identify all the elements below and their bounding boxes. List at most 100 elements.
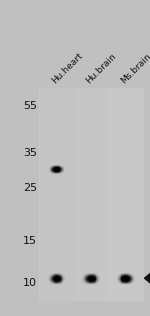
Bar (56, 275, 57, 276)
Bar (125, 281, 126, 282)
Bar (57, 281, 58, 282)
Bar (45, 172, 46, 173)
Bar (47, 165, 48, 166)
Bar (120, 278, 122, 279)
Bar (45, 282, 46, 283)
Bar (45, 168, 46, 169)
Bar (126, 281, 127, 282)
Bar (134, 275, 135, 276)
Bar (81, 273, 82, 274)
Bar (97, 277, 98, 278)
Bar (46, 276, 47, 277)
Bar (104, 278, 105, 279)
Bar (129, 273, 130, 274)
Bar (56, 280, 57, 281)
Bar (53, 167, 54, 168)
Bar (115, 276, 116, 277)
Bar (115, 275, 116, 276)
Bar (114, 273, 115, 274)
Bar (100, 278, 101, 279)
Bar (124, 278, 125, 279)
Bar (119, 275, 120, 276)
Bar (65, 274, 66, 275)
Bar (91, 277, 92, 278)
Bar (49, 277, 50, 278)
Bar (135, 274, 136, 275)
Bar (62, 281, 63, 282)
Bar (64, 166, 65, 167)
Bar (66, 166, 67, 167)
Bar (103, 273, 104, 274)
Bar (112, 279, 113, 280)
Bar (133, 282, 134, 283)
Bar (84, 277, 85, 278)
Bar (100, 279, 101, 280)
Bar (130, 280, 131, 281)
Bar (97, 278, 98, 279)
Text: 10: 10 (23, 278, 37, 288)
Bar (98, 282, 99, 283)
Bar (102, 277, 103, 278)
Bar (94, 279, 96, 280)
Bar (54, 273, 55, 274)
Bar (67, 273, 68, 274)
Bar (114, 276, 115, 277)
Bar (98, 279, 99, 280)
Bar (94, 278, 96, 279)
Bar (129, 282, 130, 283)
Bar (82, 281, 83, 282)
Bar (66, 282, 67, 283)
Bar (113, 275, 114, 276)
Bar (96, 274, 97, 275)
Bar (115, 278, 116, 279)
Bar (66, 274, 67, 275)
Text: 35: 35 (23, 148, 37, 158)
Bar (132, 274, 133, 275)
Bar (124, 280, 125, 281)
Bar (59, 282, 60, 283)
Bar (52, 165, 53, 166)
Bar (54, 172, 55, 173)
Bar (85, 273, 86, 274)
Bar (85, 281, 86, 282)
Bar (49, 167, 50, 168)
Bar (56, 166, 57, 167)
Bar (134, 276, 135, 277)
Bar (47, 166, 48, 167)
Bar (118, 281, 119, 282)
Bar (58, 279, 59, 280)
Bar (138, 277, 140, 278)
Bar (123, 280, 124, 281)
Bar (55, 274, 56, 275)
Bar (52, 277, 53, 278)
Bar (58, 280, 59, 281)
Bar (97, 280, 98, 281)
Bar (101, 276, 102, 277)
Bar (133, 273, 134, 274)
Bar (96, 278, 97, 279)
Bar (66, 170, 67, 171)
Bar (80, 277, 81, 278)
Bar (68, 282, 69, 283)
Bar (83, 277, 84, 278)
Bar (84, 280, 85, 281)
Bar (61, 274, 62, 275)
Bar (117, 277, 118, 278)
Bar (52, 273, 53, 274)
Bar (64, 168, 65, 169)
Bar (101, 280, 102, 281)
Bar (63, 169, 64, 170)
Bar (90, 274, 91, 275)
Bar (66, 165, 67, 166)
Bar (54, 278, 55, 279)
Bar (63, 277, 64, 278)
Bar (46, 281, 47, 282)
Bar (100, 280, 101, 281)
Bar (104, 277, 105, 278)
Bar (58, 172, 59, 173)
Bar (81, 274, 82, 275)
Bar (54, 279, 55, 280)
Bar (76, 281, 78, 282)
Bar (131, 278, 132, 279)
Bar (81, 276, 82, 277)
